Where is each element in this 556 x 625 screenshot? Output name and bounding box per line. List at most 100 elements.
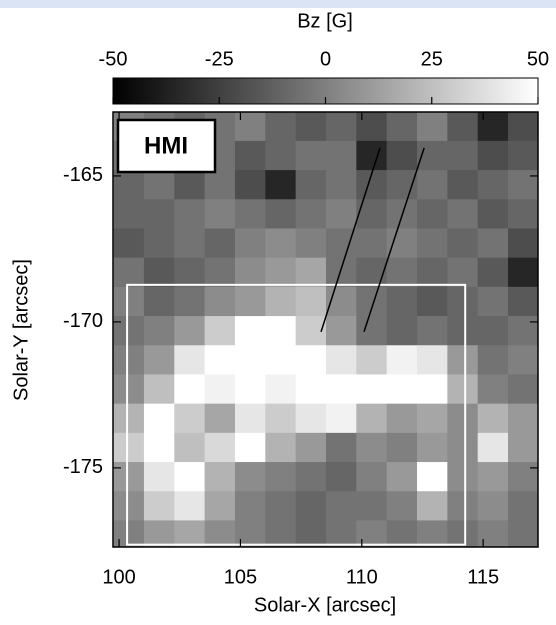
cell	[174, 520, 206, 547]
cell	[386, 374, 418, 405]
cell	[417, 170, 448, 200]
annotation-box	[116, 118, 217, 174]
x-tick-label: 105	[224, 566, 257, 588]
cell	[386, 112, 418, 142]
cell	[508, 520, 538, 547]
cell	[113, 374, 145, 405]
x-tick-label: 115	[467, 566, 499, 588]
cell	[143, 345, 175, 375]
cell	[447, 112, 479, 142]
cell	[386, 520, 418, 547]
cell	[234, 199, 266, 229]
cell	[295, 286, 327, 317]
cell	[234, 316, 266, 346]
cell	[477, 199, 509, 229]
cell	[265, 403, 297, 434]
cell	[447, 140, 479, 171]
annotation: HMI	[144, 132, 188, 159]
cell	[234, 228, 266, 259]
cell	[386, 316, 418, 346]
cell	[234, 520, 266, 547]
cell	[174, 345, 206, 375]
cell	[295, 170, 327, 200]
cell	[447, 316, 479, 346]
cell	[204, 316, 236, 346]
cell	[447, 286, 479, 317]
cell	[143, 462, 175, 492]
cell	[204, 462, 236, 492]
cell	[417, 491, 448, 521]
cell	[265, 345, 297, 375]
cell	[417, 316, 448, 346]
cell	[174, 199, 206, 229]
cell	[295, 140, 327, 171]
cell	[356, 140, 388, 171]
cell	[356, 432, 388, 463]
colorbar-tick-label: 0	[320, 48, 331, 70]
cell	[265, 520, 297, 547]
cell	[325, 228, 357, 259]
overlays	[126, 147, 467, 546]
cell	[356, 345, 388, 375]
cell	[174, 170, 206, 200]
cell	[113, 345, 145, 375]
cell	[234, 491, 266, 521]
cell	[143, 316, 175, 346]
x-tick-label: 100	[102, 566, 135, 588]
cell	[417, 520, 448, 547]
cell	[143, 228, 175, 259]
cell	[113, 199, 145, 229]
colorbar-tick-label: -50	[99, 48, 128, 70]
cell	[143, 257, 175, 288]
cell	[295, 462, 327, 492]
cell	[386, 432, 418, 463]
cell	[295, 228, 327, 259]
cell	[113, 432, 145, 463]
cell	[477, 286, 509, 317]
cell	[325, 199, 357, 229]
cell	[143, 199, 175, 229]
cell	[265, 170, 297, 200]
cell	[508, 316, 538, 346]
cell	[356, 228, 388, 259]
cell	[386, 228, 418, 259]
cell	[113, 257, 145, 288]
y-tick-label: -175	[63, 456, 103, 478]
cell	[477, 432, 509, 463]
cell	[417, 112, 448, 142]
cell	[295, 345, 327, 375]
cell	[477, 228, 509, 259]
slit-line	[363, 147, 425, 333]
cell	[295, 199, 327, 229]
cell	[508, 403, 538, 434]
cell	[386, 491, 418, 521]
cell	[295, 403, 327, 434]
y-tick-label: -165	[63, 164, 103, 186]
cell	[417, 228, 448, 259]
cell	[417, 403, 448, 434]
cell	[265, 491, 297, 521]
cell	[325, 432, 357, 463]
cell	[508, 257, 538, 288]
cell	[356, 316, 388, 346]
cell	[447, 228, 479, 259]
cell	[325, 520, 357, 547]
cell	[234, 345, 266, 375]
region-box	[126, 283, 467, 546]
colorbar-tick-label: 50	[527, 48, 549, 70]
x-axis-title: Solar-X [arcsec]	[254, 594, 396, 616]
plot-frame	[112, 111, 539, 548]
x-tick-label: 110	[346, 566, 378, 588]
cell	[204, 491, 236, 521]
cell	[417, 345, 448, 375]
cell	[143, 491, 175, 521]
cell	[265, 140, 297, 171]
cell	[325, 403, 357, 434]
cell	[204, 403, 236, 434]
cell	[265, 316, 297, 346]
cell	[508, 170, 538, 200]
cell	[325, 112, 357, 142]
cell	[477, 170, 509, 200]
cell	[508, 140, 538, 171]
